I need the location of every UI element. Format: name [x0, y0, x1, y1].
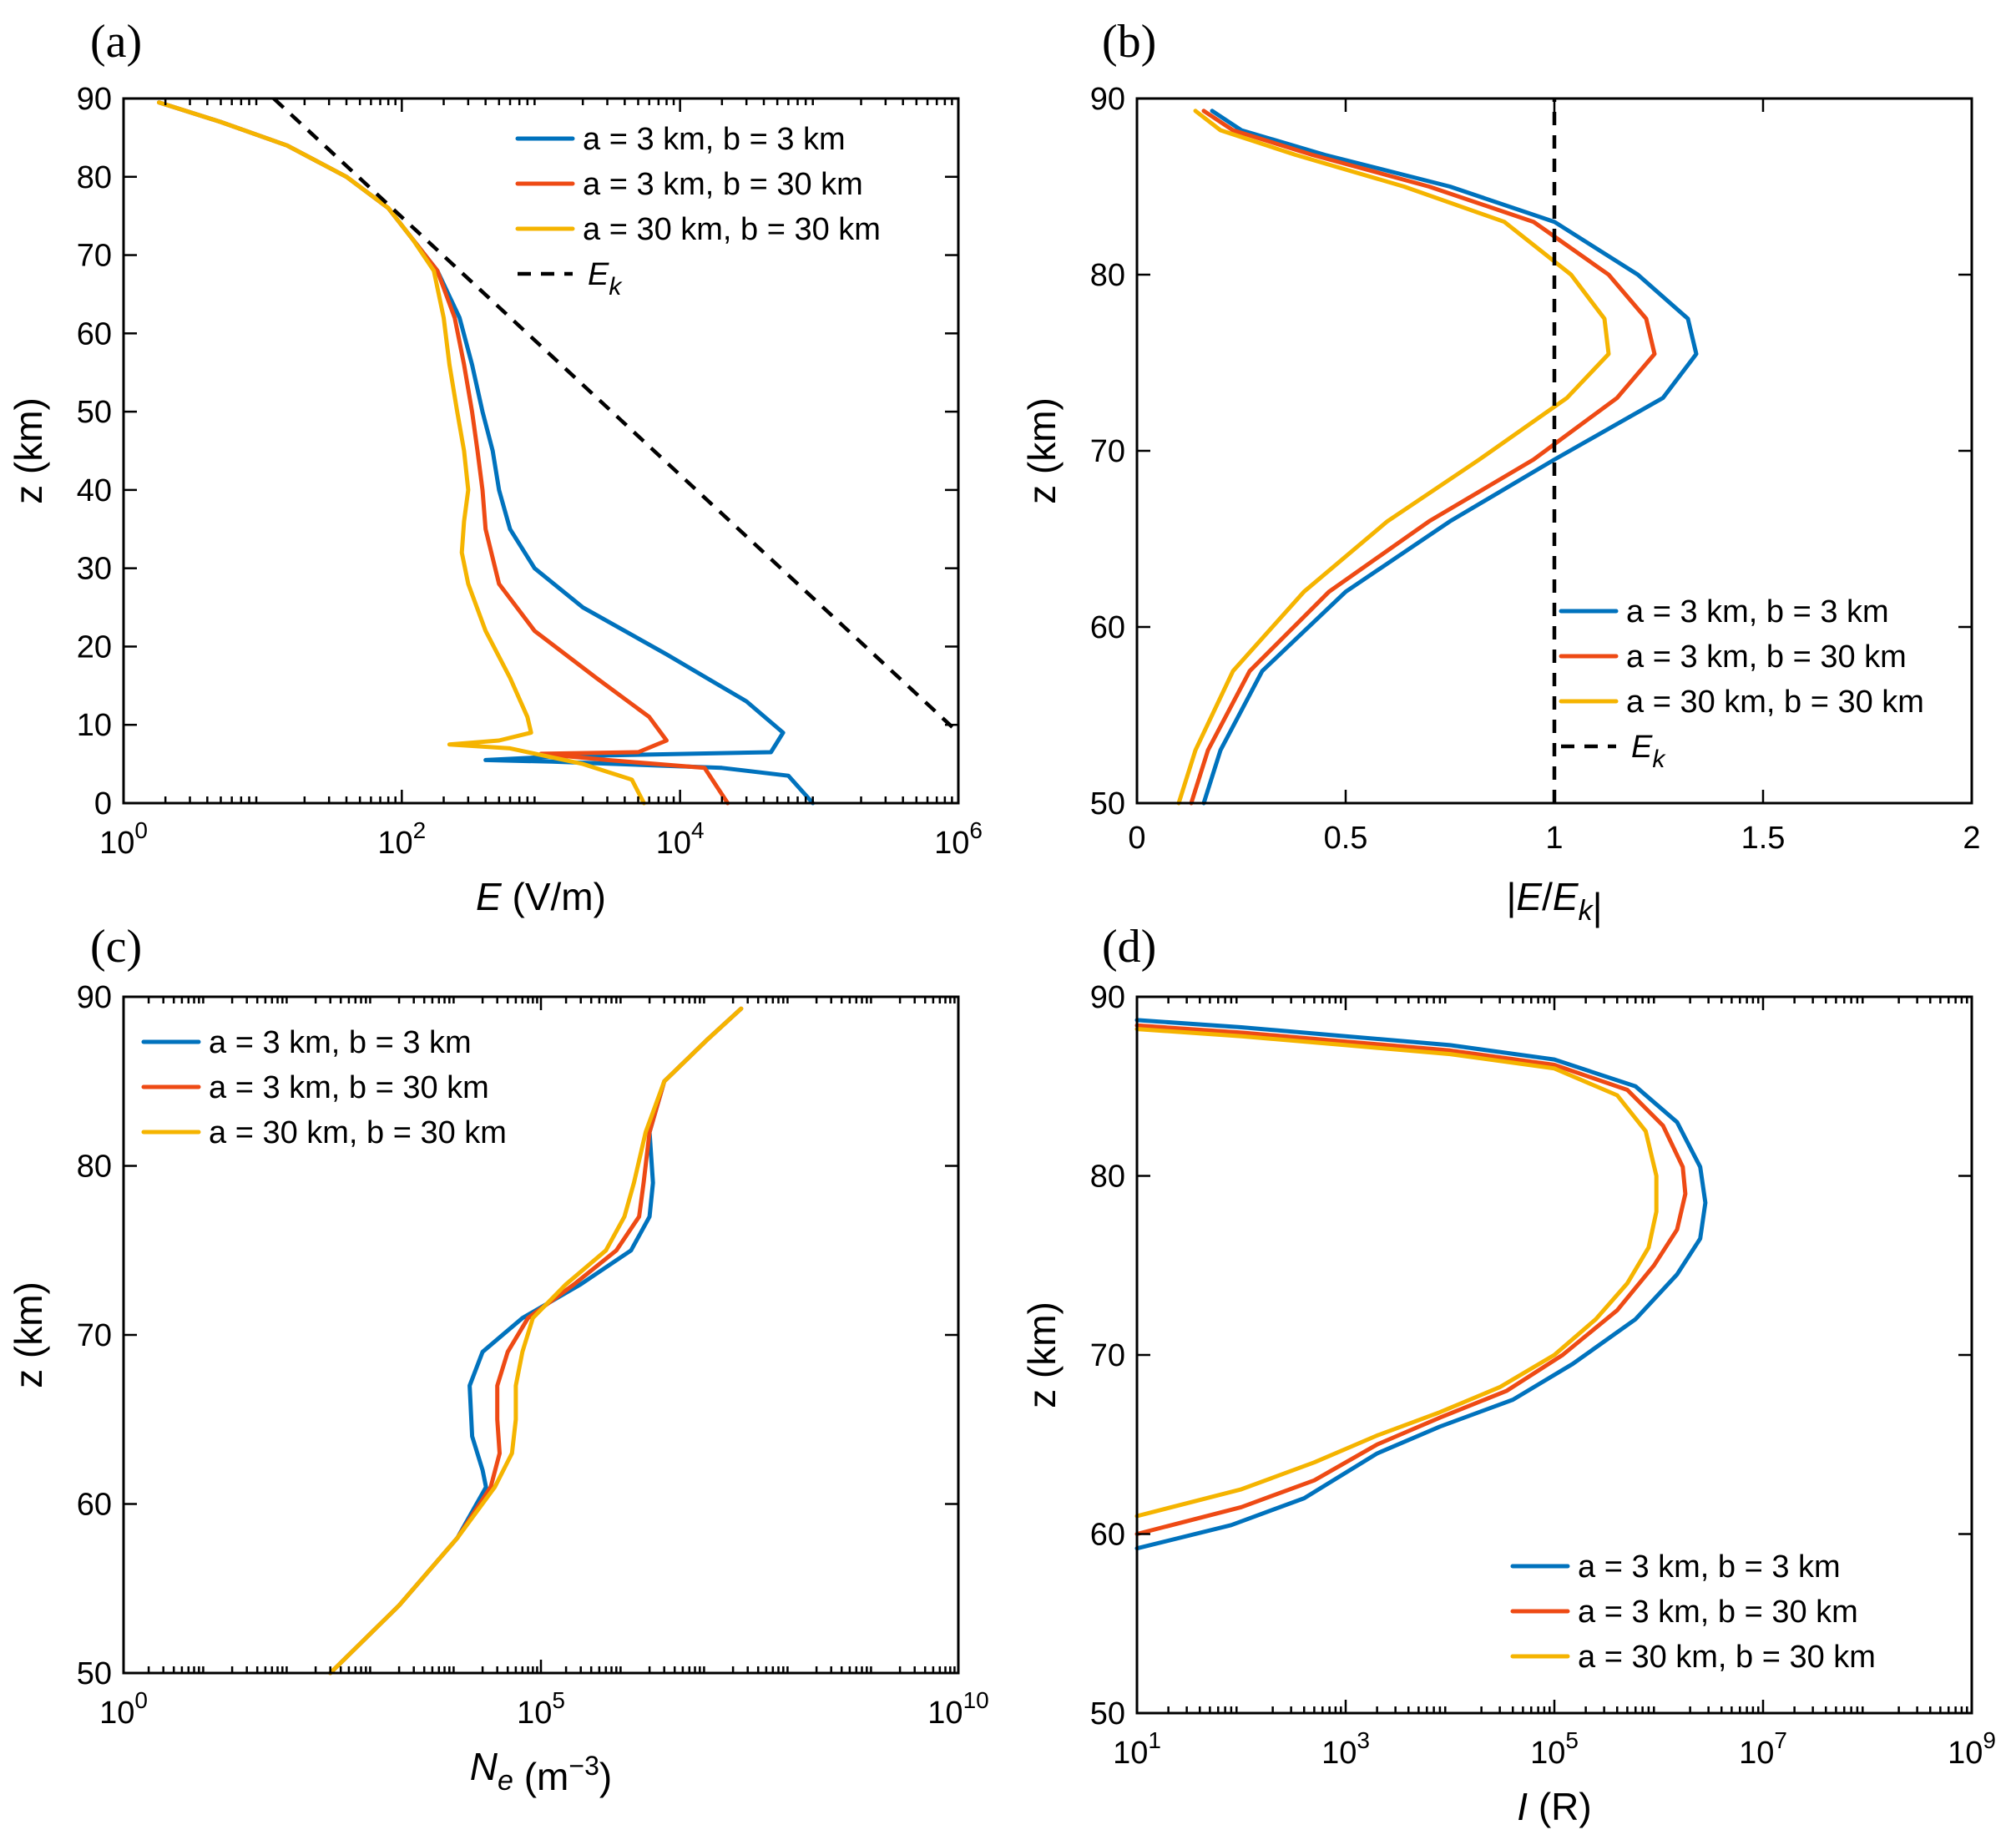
x-tick-label: 1: [1545, 821, 1563, 856]
x-tick-label: 1010: [927, 1687, 988, 1731]
legend-label: a = 3 km, b = 30 km: [1626, 639, 1907, 675]
x-tick-label: 106: [934, 817, 983, 861]
x-tick-label: 102: [377, 817, 426, 861]
y-tick-label: 90: [77, 980, 112, 1015]
panel-label: (c): [90, 921, 142, 973]
series-line-2: [1176, 109, 1611, 806]
series-line-3: [272, 97, 960, 735]
x-tick-label: 100: [99, 1687, 148, 1731]
y-tick-label: 90: [1090, 82, 1125, 117]
y-tick-label: 60: [1090, 1518, 1125, 1553]
y-tick-label: 90: [1090, 980, 1125, 1015]
legend-label: a = 3 km, b = 30 km: [1578, 1595, 1858, 1630]
chart-panel-b: (b) 50 60 70 80 90 0 0.5 1 1.5 2 z (km) |E/Ek| a = 3…: [1020, 16, 1981, 928]
y-tick-label: 60: [77, 1488, 112, 1523]
x-axis-title: Ne (m−3): [470, 1745, 612, 1798]
x-tick-label: 107: [1739, 1727, 1787, 1771]
x-axis-title: E (V/m): [476, 875, 606, 918]
series-line-0: [1201, 109, 1699, 806]
series-line-2: [328, 1006, 744, 1676]
legend-label: a = 30 km, b = 30 km: [1578, 1640, 1876, 1675]
x-tick-label: 0.5: [1324, 821, 1368, 856]
series-line-1: [1134, 1023, 1688, 1536]
y-tick-label: 80: [77, 160, 112, 195]
y-tick-label: 60: [77, 316, 112, 351]
y-tick-label: 80: [77, 1150, 112, 1185]
x-tick-label: 104: [656, 817, 705, 861]
legend-label: a = 30 km, b = 30 km: [209, 1115, 507, 1150]
panel-label: (a): [90, 16, 142, 68]
y-axis-title: z (km): [7, 397, 50, 504]
y-tick-label: 90: [77, 82, 112, 117]
axes-box: [122, 97, 960, 805]
x-tick-label: 0: [1128, 821, 1145, 856]
legend-label: a = 3 km, b = 3 km: [583, 122, 846, 157]
x-axis-title: |E/Ek|: [1506, 875, 1602, 928]
y-axis-title: z (km): [1020, 1302, 1064, 1408]
x-tick-label: 109: [1948, 1727, 1996, 1771]
x-tick-label: 101: [1113, 1727, 1161, 1771]
y-axis-title: z (km): [7, 1281, 50, 1388]
legend-label: Ek: [588, 257, 623, 301]
y-tick-label: 50: [77, 1656, 112, 1691]
legend-label: a = 3 km, b = 30 km: [583, 167, 863, 202]
series-line-0: [1134, 1018, 1708, 1551]
y-tick-label: 30: [77, 552, 112, 587]
legend-label: a = 3 km, b = 30 km: [209, 1070, 489, 1105]
legend-label: a = 30 km, b = 30 km: [583, 212, 881, 247]
chart-panel-d: (d) 50 60 70 80 90 101 103 105 107 109 z (km) I (R)…: [1020, 921, 1996, 1828]
x-tick-label: 105: [517, 1687, 565, 1731]
y-axis-title: z (km): [1020, 397, 1064, 504]
y-tick-label: 60: [1090, 610, 1125, 645]
panel-label: (b): [1102, 16, 1156, 68]
series-line-1: [328, 1006, 744, 1676]
x-tick-label: 100: [99, 817, 148, 861]
series-line-2: [157, 100, 646, 806]
legend-label: a = 3 km, b = 3 km: [209, 1025, 472, 1060]
y-tick-label: 10: [77, 708, 112, 743]
y-tick-label: 70: [1090, 434, 1125, 469]
y-tick-label: 50: [1090, 786, 1125, 821]
x-tick-label: 105: [1530, 1727, 1579, 1771]
legend-label: a = 3 km, b = 3 km: [1578, 1549, 1841, 1585]
legend-label: a = 3 km, b = 3 km: [1626, 594, 1889, 629]
y-tick-label: 80: [1090, 258, 1125, 293]
legend-label: a = 30 km, b = 30 km: [1626, 685, 1924, 720]
y-tick-label: 40: [77, 473, 112, 508]
y-tick-label: 80: [1090, 1160, 1125, 1195]
x-tick-label: 1.5: [1741, 821, 1786, 856]
x-tick-label: 103: [1321, 1727, 1370, 1771]
legend-label: Ek: [1631, 730, 1666, 773]
x-tick-label: 2: [1963, 821, 1980, 856]
chart-panel-c: (c) 50 60 70 80 90 100 105 1010 z (km) Ne (m−3) a …: [7, 921, 989, 1798]
y-tick-label: 0: [94, 786, 112, 821]
y-tick-label: 70: [1090, 1338, 1125, 1373]
y-tick-label: 50: [77, 395, 112, 430]
panel-label: (d): [1102, 921, 1156, 973]
series-line-1: [1189, 109, 1657, 806]
series-line-2: [1134, 1027, 1659, 1519]
chart-panel-a: (a) 0 10 20 30 40 50 60 70 80 90 100 102 104 106 z (km…: [7, 16, 983, 918]
x-axis-title: I (R): [1517, 1785, 1591, 1828]
y-tick-label: 50: [1090, 1696, 1125, 1731]
y-tick-label: 70: [77, 1318, 112, 1353]
y-tick-label: 20: [77, 629, 112, 665]
y-tick-label: 70: [77, 239, 112, 274]
